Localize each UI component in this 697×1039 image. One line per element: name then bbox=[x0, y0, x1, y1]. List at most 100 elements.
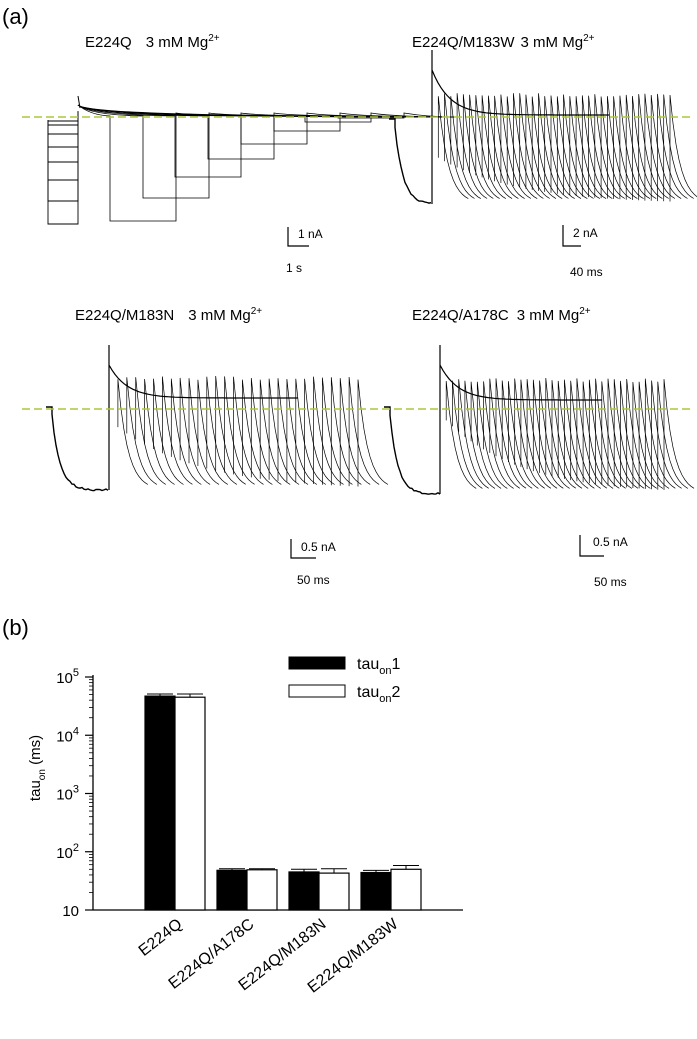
trace-path bbox=[569, 96, 600, 199]
trace-path bbox=[508, 381, 539, 489]
trace-path bbox=[607, 378, 639, 489]
trace-path bbox=[47, 117, 79, 132]
trace-path bbox=[551, 380, 583, 489]
y-tick-label: 102 bbox=[56, 842, 79, 862]
trace-path bbox=[651, 380, 682, 490]
trace-path bbox=[242, 379, 273, 485]
trace-path bbox=[564, 379, 595, 489]
trace-path bbox=[514, 378, 545, 489]
legend-label-tau-on2: tauon2 bbox=[357, 684, 401, 705]
trace-path bbox=[545, 377, 576, 489]
trace-path bbox=[532, 379, 564, 489]
scale-bar-m183n bbox=[290, 539, 316, 559]
trace-path bbox=[581, 95, 613, 199]
trace-path bbox=[384, 406, 441, 495]
legend-swatch-tau-on2 bbox=[288, 684, 346, 698]
trace-path bbox=[526, 379, 558, 489]
trace-path bbox=[638, 94, 669, 201]
legend: tauon1 tauon2 bbox=[288, 656, 401, 705]
trace-path bbox=[476, 381, 508, 489]
trace-path bbox=[153, 378, 184, 485]
trace-path bbox=[481, 95, 513, 199]
trace-path bbox=[233, 376, 264, 485]
trace-path bbox=[556, 96, 588, 199]
legend-label-tau-on1: tauon1 bbox=[357, 656, 401, 677]
trace-path bbox=[47, 118, 79, 134]
trace-path bbox=[215, 375, 246, 485]
trace-path bbox=[632, 381, 664, 489]
trace-title-m183w: E224Q/M183W 3 mM Mg2+ bbox=[412, 33, 595, 51]
scale-bar-e224q bbox=[287, 227, 309, 247]
y-tick-label: 103 bbox=[56, 784, 79, 804]
scale-y-label-a178c: 0.5 nA bbox=[593, 535, 628, 549]
trace-path bbox=[483, 381, 514, 489]
trace-path bbox=[348, 376, 380, 487]
trace-path bbox=[188, 378, 220, 485]
trace-path bbox=[286, 378, 318, 485]
trace-path bbox=[206, 376, 237, 485]
trace-path bbox=[339, 378, 371, 486]
scale-x-label-a178c: 50 ms bbox=[594, 575, 627, 589]
trace-path bbox=[550, 95, 582, 199]
trace-path bbox=[513, 93, 544, 199]
trace-path bbox=[250, 377, 282, 485]
trace-path bbox=[506, 96, 538, 199]
trace-path bbox=[544, 96, 575, 199]
bar-e224q-a178c-tau-on1 bbox=[216, 869, 248, 911]
trace-path bbox=[669, 94, 697, 202]
trace-path bbox=[657, 381, 688, 490]
trace-path bbox=[588, 379, 620, 489]
trace-path bbox=[259, 379, 291, 485]
scale-bar-m183w bbox=[562, 225, 581, 247]
trace-path bbox=[295, 378, 326, 485]
trace-path bbox=[117, 379, 149, 485]
trace-path bbox=[500, 94, 532, 199]
trace-path bbox=[197, 379, 229, 485]
trace-path bbox=[626, 378, 657, 489]
trace-path bbox=[563, 94, 594, 199]
trace-path bbox=[576, 378, 608, 489]
trace-path bbox=[475, 95, 506, 199]
trace-path bbox=[437, 96, 469, 199]
bar-chart-ticks: 10102103104105E224QE224Q/A178CE224Q/M183… bbox=[56, 667, 402, 996]
trace-path bbox=[663, 94, 694, 202]
trace-path bbox=[135, 377, 166, 485]
panel-b-label: (b) bbox=[2, 615, 29, 640]
trace-path bbox=[47, 113, 79, 181]
trace-path bbox=[469, 94, 500, 199]
trace-path bbox=[632, 95, 663, 200]
trace-path bbox=[162, 376, 193, 485]
trace-path bbox=[582, 381, 614, 489]
trace-path bbox=[570, 380, 601, 489]
bar-e224q-m183w-tau-on2 bbox=[390, 868, 422, 911]
trace-path bbox=[179, 377, 211, 485]
trace-path bbox=[539, 380, 570, 489]
trace-path bbox=[489, 378, 521, 489]
trace-path bbox=[77, 104, 456, 145]
trace-path bbox=[452, 380, 483, 489]
trace-path bbox=[619, 95, 651, 200]
trace-path bbox=[601, 381, 632, 489]
trace-path bbox=[613, 96, 644, 199]
trace-path bbox=[464, 380, 496, 489]
y-axis-label: tauon (ms) bbox=[27, 735, 48, 801]
x-tick-label: E224Q bbox=[136, 916, 186, 960]
trace-path bbox=[77, 104, 456, 222]
current-trace-e224q bbox=[47, 95, 456, 225]
trace-path bbox=[538, 93, 569, 199]
scale-bar-a178c bbox=[579, 535, 604, 557]
trace-path bbox=[588, 95, 619, 199]
trace-path bbox=[620, 380, 651, 489]
scale-x-label-m183n: 50 ms bbox=[297, 573, 330, 587]
trace-path bbox=[650, 94, 682, 201]
trace-path bbox=[313, 376, 344, 485]
trace-path bbox=[126, 377, 157, 485]
trace-path bbox=[357, 379, 389, 487]
trace-path bbox=[77, 104, 456, 119]
scale-y-label-m183n: 0.5 nA bbox=[301, 540, 336, 554]
trace-path bbox=[494, 95, 525, 199]
trace-path bbox=[450, 96, 481, 199]
trace-path bbox=[638, 381, 670, 489]
trace-path bbox=[224, 376, 255, 485]
